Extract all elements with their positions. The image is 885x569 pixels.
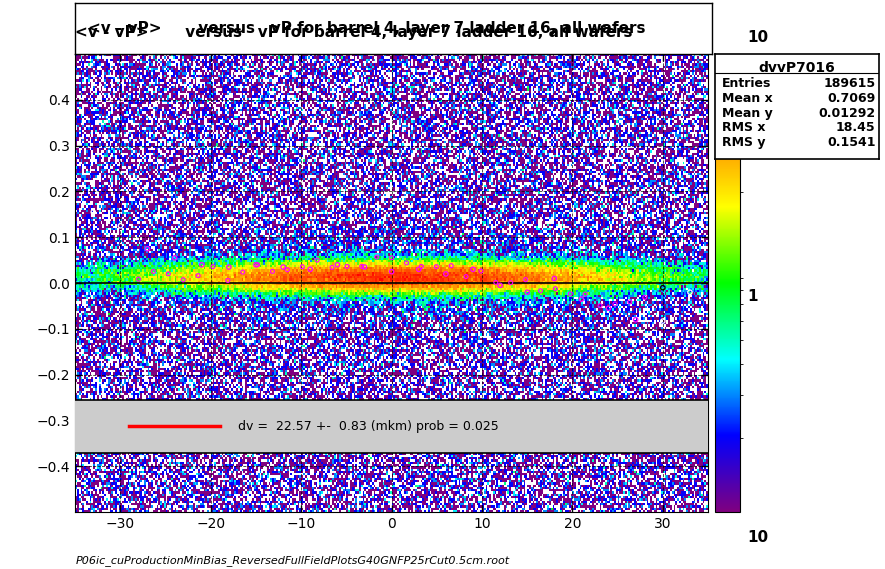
Point — [141, 244, 155, 253]
Point — [296, 262, 310, 271]
Point — [628, 315, 643, 324]
Point — [113, 221, 127, 230]
Point — [683, 288, 697, 297]
Point — [281, 265, 295, 274]
Text: 10: 10 — [747, 530, 768, 546]
Point — [656, 316, 670, 325]
Point — [370, 253, 384, 262]
Text: P06ic_cuProductionMinBias_ReversedFullFieldPlotsG40GNFP25rCut0.5cm.root: P06ic_cuProductionMinBias_ReversedFullFi… — [75, 555, 510, 566]
Point — [249, 260, 263, 269]
Point — [131, 275, 145, 284]
Point — [493, 281, 507, 290]
Text: 10: 10 — [747, 30, 768, 45]
Text: <v - vP>       versus   vP for barrel 4, layer 7 ladder 16, all wafers: <v - vP> versus vP for barrel 4, layer 7… — [88, 21, 645, 36]
Point — [593, 301, 607, 310]
Point — [330, 260, 344, 269]
Point — [222, 262, 236, 271]
Text: RMS y: RMS y — [721, 136, 766, 149]
Text: 189615: 189615 — [823, 77, 875, 90]
Bar — [75, 400, 708, 452]
Point — [656, 283, 670, 292]
Point — [384, 253, 398, 262]
Point — [146, 267, 160, 276]
Text: 0.7069: 0.7069 — [827, 92, 875, 105]
Point — [439, 269, 453, 278]
Text: Entries: Entries — [721, 77, 771, 90]
Point — [547, 274, 561, 283]
Point — [608, 299, 622, 308]
Point — [358, 262, 372, 271]
Point — [623, 297, 637, 306]
Point — [519, 275, 533, 284]
Point — [444, 261, 458, 270]
Point — [459, 272, 473, 281]
Point — [384, 267, 398, 276]
Point — [412, 265, 426, 274]
Point — [520, 288, 535, 297]
Point — [534, 286, 548, 295]
Text: RMS x: RMS x — [721, 121, 766, 134]
Text: Mean x: Mean x — [721, 92, 773, 105]
Point — [220, 276, 235, 285]
Point — [161, 269, 175, 278]
Point — [466, 265, 480, 274]
Point — [602, 304, 616, 313]
Point — [235, 267, 250, 277]
Point — [340, 262, 354, 271]
Point — [504, 278, 518, 287]
Point — [206, 262, 220, 271]
Text: 18.45: 18.45 — [836, 121, 875, 134]
Point — [310, 255, 324, 265]
Point — [250, 260, 265, 269]
Point — [195, 260, 209, 269]
Point — [167, 253, 181, 262]
Point — [549, 284, 563, 293]
Text: 0.1541: 0.1541 — [827, 136, 875, 149]
Text: 0.01292: 0.01292 — [819, 106, 875, 119]
Point — [399, 258, 413, 267]
Point — [578, 290, 592, 299]
Point — [355, 262, 369, 271]
Text: Mean y: Mean y — [721, 106, 773, 119]
Point — [429, 262, 443, 271]
Point — [473, 266, 488, 275]
Point — [574, 295, 589, 304]
Point — [266, 267, 280, 276]
Point — [191, 271, 205, 280]
Point — [86, 208, 100, 217]
Point — [637, 293, 651, 302]
Point — [304, 265, 318, 274]
Point — [563, 290, 577, 299]
Point — [489, 278, 503, 287]
Point — [414, 262, 428, 271]
Point — [325, 263, 339, 272]
Point — [276, 262, 290, 271]
Point — [176, 275, 190, 284]
Text: 1: 1 — [747, 289, 758, 304]
Text: dv =  22.57 +-  0.83 (mkm) prob = 0.025: dv = 22.57 +- 0.83 (mkm) prob = 0.025 — [238, 420, 498, 432]
Text: <v - vP>       versus   vP for barrel 4, layer 7 ladder 16, all wafers: <v - vP> versus vP for barrel 4, layer 7… — [75, 25, 633, 40]
Text: dvvP7016: dvvP7016 — [758, 61, 835, 76]
